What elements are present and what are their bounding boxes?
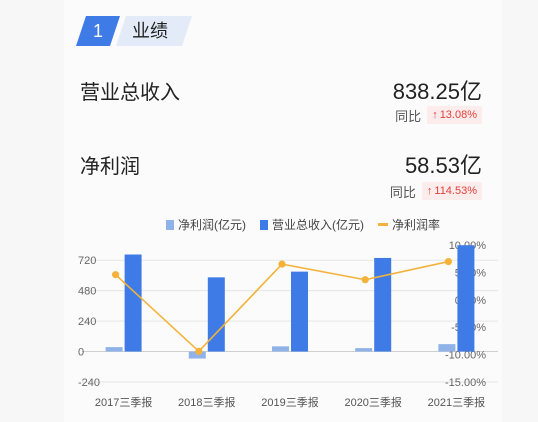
margin-point [444,257,452,266]
yoy-label: 同比 [389,184,416,200]
section-title: 业绩 [116,16,192,46]
chart-legend: 净利润(亿元) 营业总收入(亿元) 净利润率 [166,216,440,233]
margin-point [112,271,120,279]
legend-item-margin[interactable]: 净利润率 [378,216,440,233]
y-tick-right: -10.00% [445,350,486,362]
x-tick-label: 2018三季报 [178,395,235,409]
revenue-label: 营业总收入 [80,82,180,104]
legend-swatch [260,219,268,230]
revenue-bar [124,254,142,352]
revenue-bar [374,257,392,352]
yoy-value: 13.08% [439,109,477,121]
yoy-label: 同比 [395,108,422,124]
revenue-yoy: 同比 ↑ 13.08% [395,105,482,125]
y-tick-left: 720 [78,255,96,267]
net-profit-bar [105,347,123,352]
x-tick-label: 2021三季报 [428,395,485,409]
yoy-badge: ↑ 13.08% [427,106,482,124]
net-profit-bar [188,351,206,359]
legend-swatch [166,219,174,230]
y-tick-left: -240 [78,377,100,389]
combo-chart: 7204802400-24010.00%5.00%0.00%-5.00%-10.… [78,240,498,409]
x-tick-label: 2017三季报 [95,395,152,409]
legend-swatch [378,223,388,226]
y-tick-left: 0 [78,347,84,359]
revenue-bar [457,245,475,352]
profit-value: 58.53亿 [404,153,482,178]
legend-label: 净利润率 [392,218,441,232]
margin-point [361,276,369,284]
x-tick-label: 2019三季报 [261,395,318,409]
profit-yoy: 同比 ↑ 114.53% [390,181,482,201]
margin-point [195,347,203,355]
legend-label: 净利润(亿元) [178,218,246,232]
net-profit-bar [438,344,456,352]
arrow-up-icon: ↑ [432,109,438,121]
profit-label: 净利润 [80,156,140,178]
yoy-value: 114.53% [434,185,477,197]
yoy-badge: ↑ 114.53% [421,182,482,200]
x-tick-label: 2020三季报 [344,395,401,409]
section-number: 1 [76,16,120,46]
margin-point [278,260,286,268]
arrow-up-icon: ↑ [426,185,433,197]
y-tick-left: 480 [78,286,96,298]
margin-line [115,260,449,353]
legend-item-net-profit[interactable]: 净利润(亿元) [166,216,246,233]
revenue-value: 838.25亿 [392,79,482,104]
legend-label: 营业总收入(亿元) [272,218,364,232]
net-profit-bar [355,348,373,352]
net-profit-bar [272,346,289,352]
y-tick-left: 240 [78,316,96,328]
revenue-bar [207,277,225,352]
section-header: 1 业绩 [76,16,192,46]
y-tick-right: -15.00% [445,377,486,389]
revenue-bar [291,271,308,352]
legend-item-revenue[interactable]: 营业总收入(亿元) [260,216,364,233]
